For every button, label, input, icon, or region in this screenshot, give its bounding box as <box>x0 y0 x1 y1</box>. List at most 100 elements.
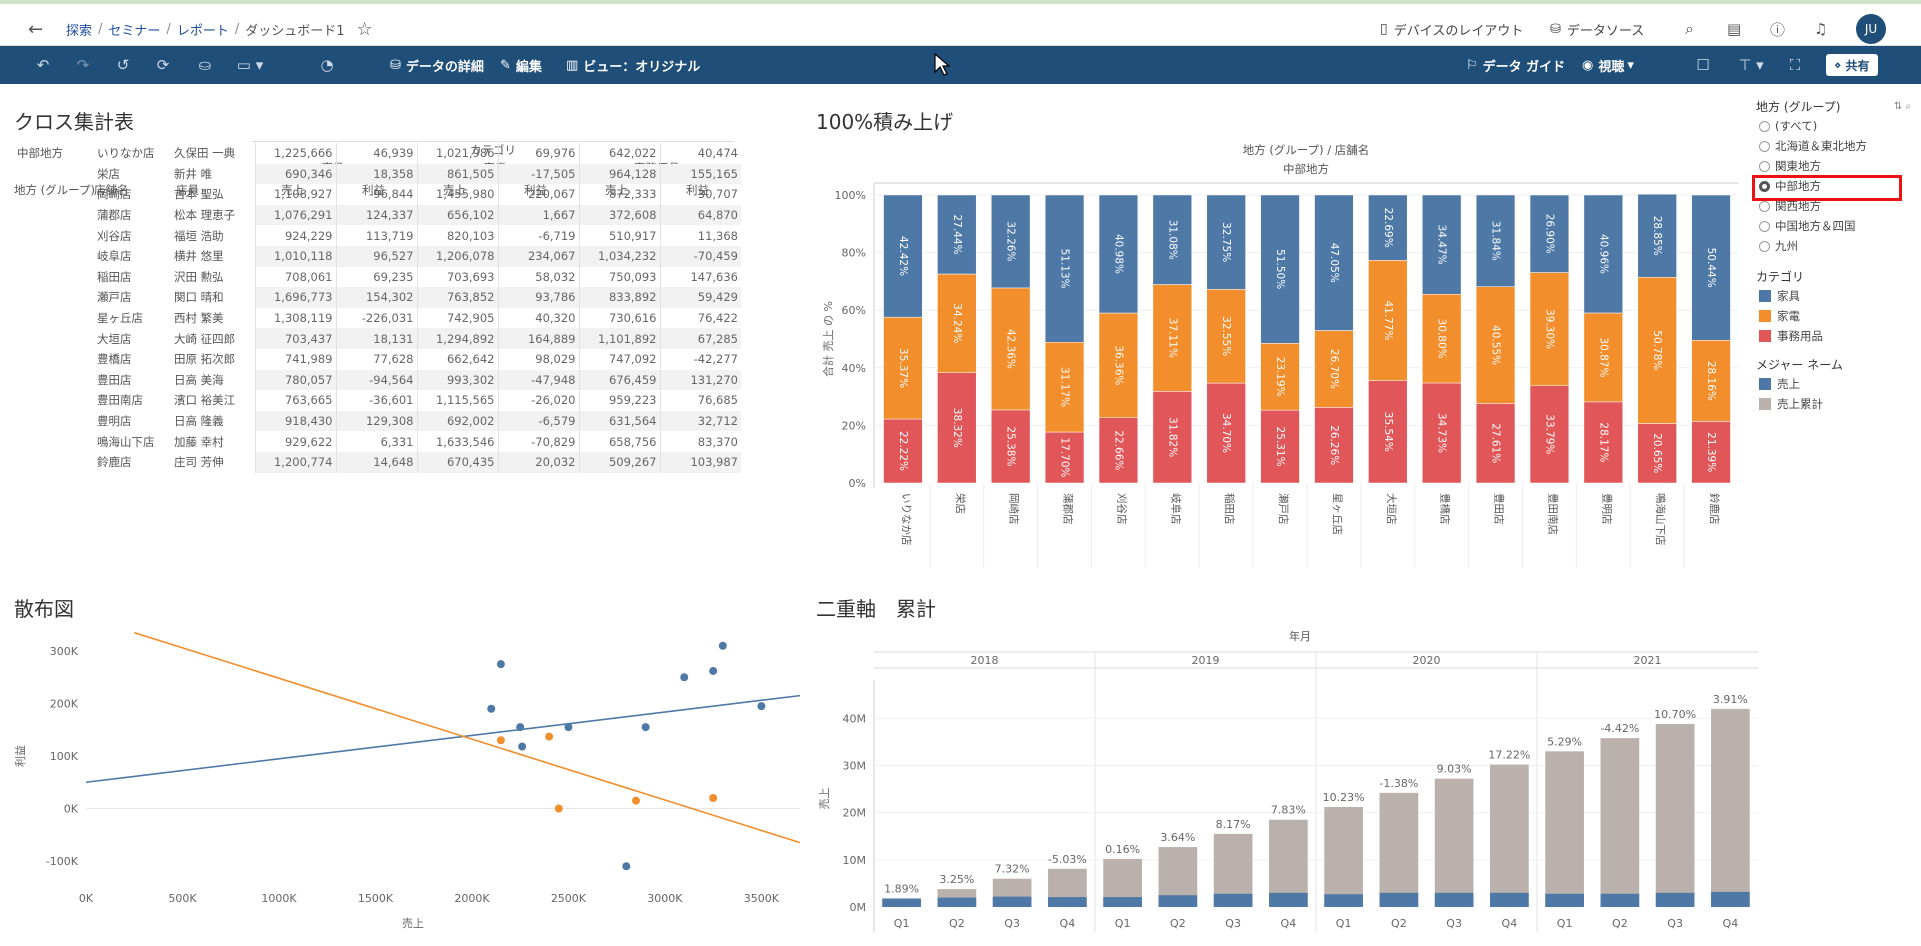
data-source-button[interactable]: ⛁ データソース <box>1550 8 1644 50</box>
sales-bar[interactable] <box>1655 892 1695 907</box>
redo-icon[interactable]: ↷ <box>76 56 90 74</box>
scatter-point[interactable] <box>487 704 496 713</box>
scatter-point[interactable] <box>496 660 505 669</box>
sales-bar[interactable] <box>937 897 977 907</box>
scatter-point[interactable] <box>518 742 527 751</box>
bar-segment[interactable] <box>1422 194 1462 295</box>
scatter-point[interactable] <box>641 723 650 732</box>
refresh-data-icon[interactable]: ⟳ <box>156 56 170 74</box>
bar-segment[interactable] <box>883 194 923 318</box>
bar-segment[interactable] <box>1637 193 1677 278</box>
bar-segment[interactable] <box>883 418 923 484</box>
edit-button[interactable]: ✎ 編集 <box>500 46 542 84</box>
scatter-point[interactable] <box>718 641 727 650</box>
legend-item[interactable]: 家電 <box>1756 306 1921 326</box>
bar-segment[interactable] <box>1691 340 1731 422</box>
bar-segment[interactable] <box>1583 194 1623 314</box>
sales-bar[interactable] <box>1711 891 1750 907</box>
legend-item[interactable]: 売上 <box>1756 374 1921 394</box>
sales-bar[interactable] <box>1379 892 1419 907</box>
cumulative-bar[interactable] <box>1545 751 1584 907</box>
cumulative-bar[interactable] <box>1711 708 1750 907</box>
region-option[interactable]: 北海道＆東北地方 <box>1756 136 1921 156</box>
present-icon[interactable]: ⊤ ▾ <box>1738 56 1764 74</box>
scatter-point[interactable] <box>554 804 563 813</box>
bar-segment[interactable] <box>1529 385 1570 484</box>
sales-bar[interactable] <box>1324 894 1363 907</box>
avatar[interactable]: JU <box>1856 8 1886 50</box>
share-button[interactable]: ⋄ 共有 <box>1826 54 1878 76</box>
bar-segment[interactable] <box>1260 409 1300 484</box>
region-option[interactable]: 中国地方＆四国 <box>1756 216 1921 236</box>
viewing-button[interactable]: ◉ 視聴 ▾ <box>1582 46 1634 84</box>
region-option[interactable]: 九州 <box>1756 236 1921 256</box>
scatter-point[interactable] <box>622 862 631 871</box>
scatter-point[interactable] <box>496 736 505 745</box>
scatter-point[interactable] <box>516 723 525 732</box>
legend-item[interactable]: 家具 <box>1756 286 1921 306</box>
bar-segment[interactable] <box>1422 294 1462 384</box>
bar-segment[interactable] <box>937 273 977 373</box>
metrics-icon[interactable]: ◔ <box>320 56 334 74</box>
region-option[interactable]: (すべて) <box>1756 116 1921 136</box>
sales-bar[interactable] <box>1434 892 1474 907</box>
bar-segment[interactable] <box>1260 343 1300 411</box>
bar-segment[interactable] <box>1260 194 1300 344</box>
back-arrow-icon[interactable]: ← <box>28 18 44 40</box>
cumulative-bar[interactable] <box>1490 764 1529 907</box>
bar-segment[interactable] <box>991 194 1031 289</box>
bar-segment[interactable] <box>1206 382 1246 484</box>
radio-button-icon[interactable] <box>1759 140 1770 152</box>
sales-bar[interactable] <box>1048 897 1087 907</box>
bar-segment[interactable] <box>1368 194 1408 261</box>
sales-bar[interactable] <box>1269 892 1308 907</box>
legend-item[interactable]: 事務用品 <box>1756 326 1921 346</box>
data-details-button[interactable]: ⛁ データの詳細 <box>390 46 484 84</box>
fullscreen-icon[interactable]: ⛶ <box>1789 56 1801 74</box>
bar-segment[interactable] <box>883 316 923 420</box>
bar-segment[interactable] <box>1098 194 1139 314</box>
search-icon[interactable]: ⌕ <box>1685 19 1694 38</box>
cumulative-bar[interactable] <box>1324 806 1363 907</box>
device-layout-button[interactable]: ▯ デバイスのレイアウト <box>1380 8 1523 50</box>
cumulative-bar[interactable] <box>1655 723 1695 907</box>
breadcrumb-seminar[interactable]: セミナー <box>108 23 161 39</box>
scatter-point[interactable] <box>680 673 689 682</box>
region-option[interactable]: 中部地方 <box>1756 176 1921 196</box>
bar-segment[interactable] <box>1152 284 1192 392</box>
bar-segment[interactable] <box>991 409 1031 484</box>
scatter-point[interactable] <box>757 702 766 711</box>
bar-segment[interactable] <box>1583 312 1623 403</box>
bar-segment[interactable] <box>1152 194 1192 285</box>
bar-segment[interactable] <box>1368 260 1408 381</box>
notes-icon[interactable]: ▤ <box>1727 20 1742 38</box>
star-icon[interactable]: ☆ <box>356 18 373 40</box>
bar-segment[interactable] <box>1637 277 1677 424</box>
bar-segment[interactable] <box>1422 382 1462 484</box>
radio-button-icon[interactable] <box>1759 240 1770 252</box>
bar-segment[interactable] <box>1044 431 1085 484</box>
sales-bar[interactable] <box>1490 892 1529 907</box>
sales-bar[interactable] <box>1103 897 1142 907</box>
bar-segment[interactable] <box>1691 194 1731 341</box>
radio-button-icon[interactable] <box>1759 220 1770 232</box>
bar-segment[interactable] <box>1691 421 1731 484</box>
help-icon[interactable]: ⓘ <box>1770 20 1786 39</box>
radio-button-icon[interactable] <box>1759 160 1770 172</box>
bar-segment[interactable] <box>1152 391 1192 484</box>
scatter-point[interactable] <box>709 794 718 802</box>
radio-button-icon[interactable] <box>1759 200 1770 212</box>
radio-button-icon[interactable] <box>1759 120 1770 132</box>
bar-segment[interactable] <box>1314 330 1354 408</box>
bell-icon[interactable]: ♫ <box>1814 20 1828 38</box>
comments-icon[interactable]: ☐ <box>1696 56 1710 74</box>
filter-menu-icon[interactable]: ⇅ ⌕ <box>1893 100 1911 112</box>
pause-update-icon[interactable]: ⛀ <box>198 56 212 74</box>
bar-segment[interactable] <box>1475 286 1516 404</box>
bar-segment[interactable] <box>1098 312 1139 418</box>
legend-item[interactable]: 売上累計 <box>1756 394 1921 414</box>
sales-bar[interactable] <box>882 898 921 907</box>
display-toggle-icon[interactable]: ▭ ▾ <box>236 56 264 74</box>
bar-segment[interactable] <box>1044 194 1085 343</box>
scatter-point[interactable] <box>545 732 554 741</box>
